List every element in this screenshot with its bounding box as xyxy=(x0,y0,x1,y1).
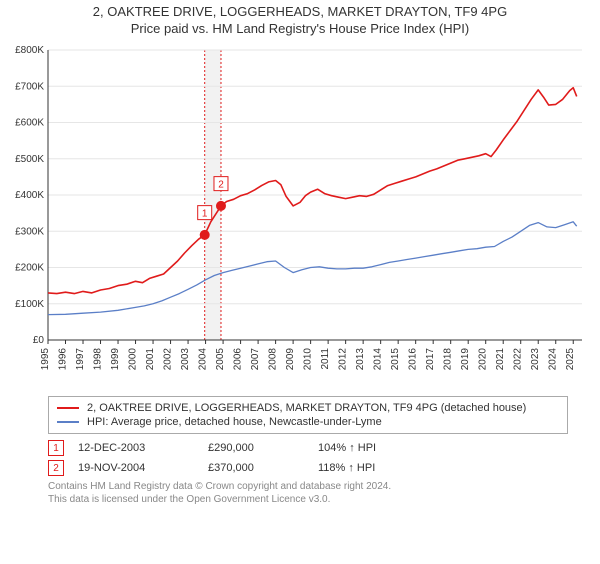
legend-label-property: 2, OAKTREE DRIVE, LOGGERHEADS, MARKET DR… xyxy=(87,402,526,414)
svg-text:2016: 2016 xyxy=(408,348,419,371)
svg-text:2017: 2017 xyxy=(425,348,436,371)
svg-text:2018: 2018 xyxy=(443,348,454,371)
price-point-row: 2 19-NOV-2004£370,000118% ↑ HPI xyxy=(48,460,568,476)
svg-text:2005: 2005 xyxy=(215,348,226,371)
svg-text:2013: 2013 xyxy=(355,348,366,371)
svg-text:2008: 2008 xyxy=(268,348,279,371)
chart-subtitle: Price paid vs. HM Land Registry's House … xyxy=(0,21,600,36)
svg-text:1997: 1997 xyxy=(75,348,86,371)
svg-text:£500K: £500K xyxy=(15,154,44,165)
point-date: 19-NOV-2004 xyxy=(78,462,208,474)
footer-attribution: Contains HM Land Registry data © Crown c… xyxy=(48,480,568,506)
legend-swatch-property xyxy=(57,407,79,409)
line-chart: £0 £100K £200K £300K £400K £500K £600K £700K £80… xyxy=(0,40,600,390)
price-point-row: 1 12-DEC-2003£290,000104% ↑ HPI xyxy=(48,440,568,456)
svg-text:£400K: £400K xyxy=(15,190,44,201)
legend-item-hpi: HPI: Average price, detached house, Newc… xyxy=(57,415,559,429)
svg-text:2012: 2012 xyxy=(338,348,349,371)
svg-text:2010: 2010 xyxy=(303,348,314,371)
svg-text:1999: 1999 xyxy=(110,348,121,371)
svg-text:2020: 2020 xyxy=(478,348,489,371)
svg-text:£0: £0 xyxy=(33,335,45,346)
svg-text:2011: 2011 xyxy=(320,348,331,370)
svg-text:£600K: £600K xyxy=(15,118,44,129)
svg-text:2004: 2004 xyxy=(198,348,209,371)
footer-line-1: Contains HM Land Registry data © Crown c… xyxy=(48,480,568,493)
legend-label-hpi: HPI: Average price, detached house, Newc… xyxy=(87,416,382,428)
chart-area: £0 £100K £200K £300K £400K £500K £600K £700K £80… xyxy=(0,40,600,390)
svg-text:2022: 2022 xyxy=(513,348,524,371)
svg-text:2019: 2019 xyxy=(460,348,471,371)
svg-text:2001: 2001 xyxy=(145,348,156,371)
point-hpi: 104% ↑ HPI xyxy=(318,442,376,454)
point-price: £290,000 xyxy=(208,442,318,454)
svg-text:£100K: £100K xyxy=(15,299,44,310)
svg-text:1995: 1995 xyxy=(40,348,51,371)
footer-line-2: This data is licensed under the Open Gov… xyxy=(48,493,568,506)
svg-text:1996: 1996 xyxy=(58,348,69,371)
svg-text:2000: 2000 xyxy=(128,348,139,371)
svg-text:2014: 2014 xyxy=(373,348,384,371)
point-badge: 1 xyxy=(48,440,64,456)
svg-text:£700K: £700K xyxy=(15,81,44,92)
chart-title: 2, OAKTREE DRIVE, LOGGERHEADS, MARKET DR… xyxy=(0,4,600,19)
point-badge: 2 xyxy=(48,460,64,476)
svg-text:£300K: £300K xyxy=(15,226,44,237)
point-price: £370,000 xyxy=(208,462,318,474)
svg-text:2002: 2002 xyxy=(163,348,174,371)
svg-text:2024: 2024 xyxy=(548,348,559,371)
svg-text:2009: 2009 xyxy=(285,348,296,371)
svg-text:2007: 2007 xyxy=(250,348,261,371)
point-hpi: 118% ↑ HPI xyxy=(318,462,375,474)
svg-text:2025: 2025 xyxy=(565,348,576,371)
price-points-panel: 1 12-DEC-2003£290,000104% ↑ HPI 2 19-NOV-20… xyxy=(48,440,568,476)
svg-text:2021: 2021 xyxy=(495,348,506,371)
svg-text:£800K: £800K xyxy=(15,45,44,56)
point-date: 12-DEC-2003 xyxy=(78,442,208,454)
svg-text:2: 2 xyxy=(218,180,224,191)
svg-text:1: 1 xyxy=(202,209,208,220)
svg-text:2006: 2006 xyxy=(233,348,244,371)
svg-text:2015: 2015 xyxy=(390,348,401,371)
svg-text:1998: 1998 xyxy=(93,348,104,371)
legend: 2, OAKTREE DRIVE, LOGGERHEADS, MARKET DR… xyxy=(48,396,568,434)
legend-swatch-hpi xyxy=(57,421,79,423)
svg-text:2023: 2023 xyxy=(530,348,541,371)
svg-text:£200K: £200K xyxy=(15,263,44,274)
svg-text:2003: 2003 xyxy=(180,348,191,371)
legend-item-property: 2, OAKTREE DRIVE, LOGGERHEADS, MARKET DR… xyxy=(57,401,559,415)
